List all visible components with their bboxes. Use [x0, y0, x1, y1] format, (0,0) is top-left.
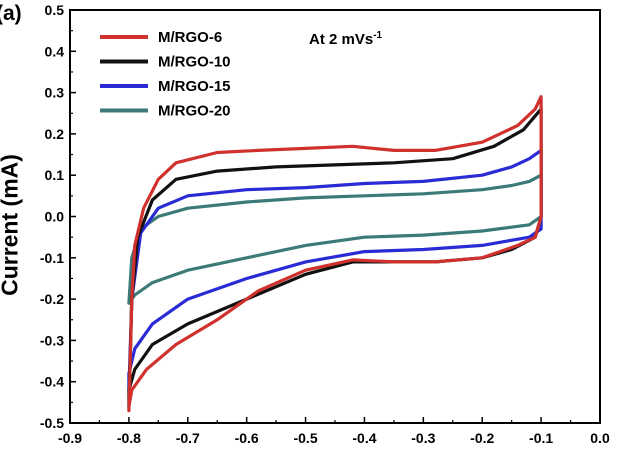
x-tick-label: -0.3 — [411, 430, 435, 446]
panel-label: (a) — [0, 2, 22, 25]
x-tick-label: -0.7 — [176, 430, 200, 446]
y-tick-label: -0.5 — [40, 415, 64, 431]
annotation-text: At 2 mVs — [309, 31, 374, 48]
y-tick-label: -0.1 — [40, 250, 64, 266]
y-tick-label: 0.4 — [45, 43, 65, 59]
annotation-superscript: -1 — [373, 30, 383, 41]
y-tick-label: 0.5 — [45, 2, 65, 18]
scan-rate-annotation: At 2 mVs-1 — [309, 30, 382, 48]
plot-frame — [69, 9, 601, 424]
x-tick-label: -0.5 — [293, 430, 317, 446]
y-tick-label: 0.1 — [45, 167, 65, 183]
legend-label: M/RGO-10 — [158, 54, 231, 71]
x-tick-label: -0.1 — [529, 430, 553, 446]
series-layer — [127, 95, 543, 413]
y-tick-label: 0.2 — [45, 126, 65, 142]
legend-label: M/RGO-6 — [158, 29, 222, 46]
x-tick-label: -0.2 — [470, 430, 494, 446]
y-tick-label: -0.3 — [40, 332, 64, 348]
x-tick-label: -0.4 — [352, 430, 376, 446]
legend-label: M/RGO-15 — [158, 78, 231, 95]
legend: M/RGO-6 M/RGO-10 M/RGO-15 M/RGO-20 — [100, 29, 231, 120]
y-tick-label: -0.4 — [40, 374, 64, 390]
y-tick-label: 0.0 — [45, 209, 65, 225]
legend-label: M/RGO-20 — [158, 103, 231, 120]
x-tick-label: 0.0 — [590, 430, 610, 446]
ticks-layer: -0.9 -0.8 -0.7 -0.6 -0.5 -0.4 -0.3 -0.2 -0.1 0.0 0… — [40, 2, 610, 446]
x-tick-label: -0.8 — [117, 430, 141, 446]
y-tick-label: 0.3 — [45, 85, 65, 101]
y-tick-label: -0.2 — [40, 291, 64, 307]
series-line-m-rgo-6 — [127, 95, 543, 413]
x-tick-label: -0.6 — [235, 430, 259, 446]
x-tick-label: -0.9 — [58, 430, 82, 446]
